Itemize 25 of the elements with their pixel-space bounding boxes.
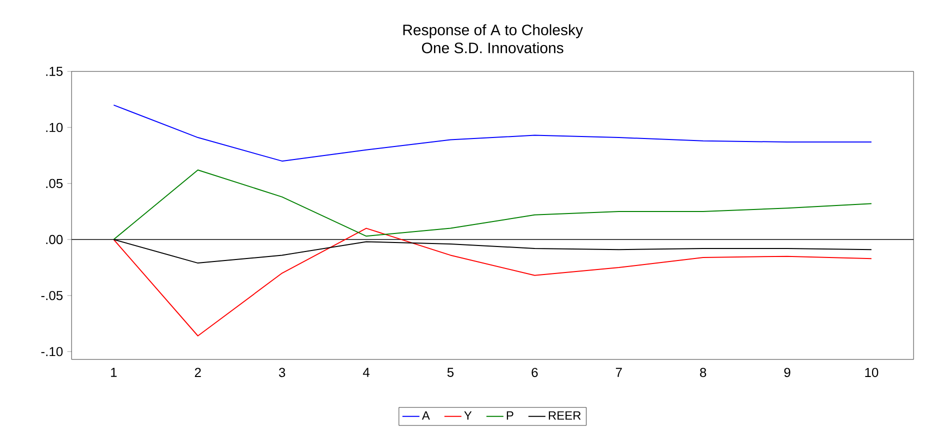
y-tick-label: -.10 bbox=[41, 346, 63, 356]
y-tick-label: .10 bbox=[46, 122, 63, 132]
line-series bbox=[113, 104, 872, 162]
x-tick-label: 7 bbox=[616, 368, 622, 377]
x-tick-label: 4 bbox=[362, 368, 370, 377]
legend-label: P bbox=[506, 411, 514, 420]
x-tick-label: 8 bbox=[700, 368, 706, 378]
chart-subtitle: One S.D. Innovations bbox=[422, 42, 564, 54]
y-tick-label: .15 bbox=[46, 66, 63, 76]
legend-label: A bbox=[422, 411, 430, 420]
x-tick-label: 1 bbox=[111, 368, 117, 377]
y-tick-label: .00 bbox=[46, 234, 63, 244]
line-series bbox=[113, 228, 872, 336]
y-tick-label: -.05 bbox=[41, 290, 63, 300]
x-tick-label: 10 bbox=[865, 368, 878, 378]
line-series bbox=[113, 170, 872, 240]
y-tick-label: .05 bbox=[46, 178, 63, 188]
x-tick-label: 5 bbox=[447, 368, 454, 377]
x-tick-label: 9 bbox=[784, 368, 790, 378]
x-tick-label: 2 bbox=[194, 368, 201, 377]
legend-label: REER bbox=[548, 411, 581, 420]
legend-label: Y bbox=[464, 411, 472, 420]
chart-title: Response of A to Cholesky bbox=[403, 24, 583, 38]
x-tick-label: 3 bbox=[278, 368, 286, 378]
x-tick-label: 6 bbox=[532, 368, 538, 378]
